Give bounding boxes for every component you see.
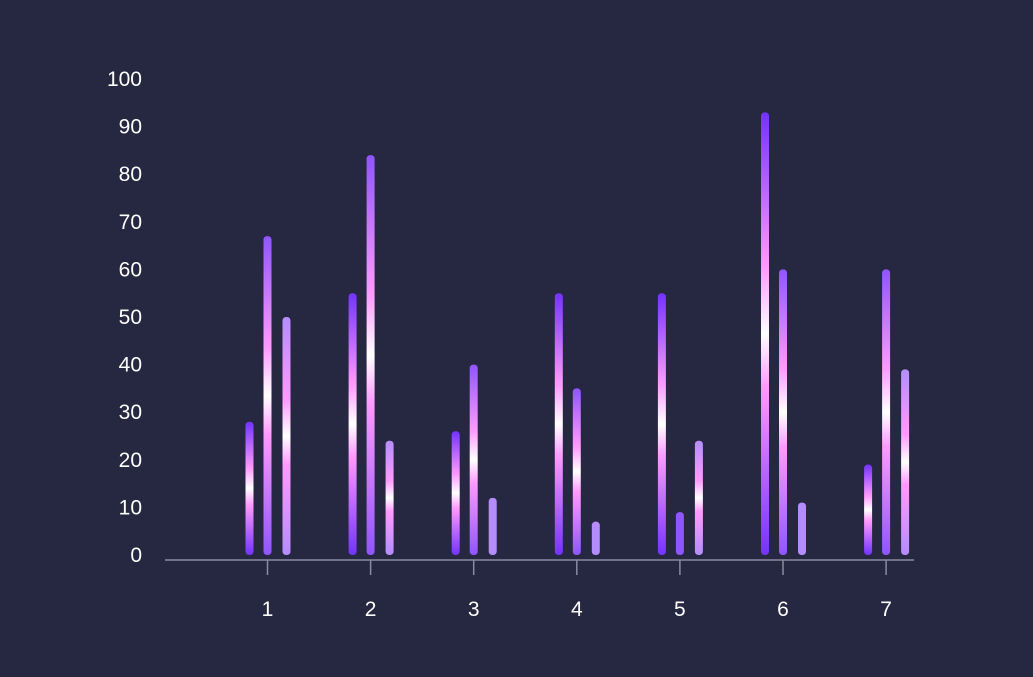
x-tick-label-6: 6: [777, 598, 789, 621]
x-tick-label-2: 2: [365, 598, 377, 621]
bar-cat6-s2: [779, 269, 787, 555]
x-axis-ticks: 1 2 3 4 5 6 7: [262, 560, 892, 621]
y-tick-label-60: 60: [119, 258, 142, 281]
x-tick-label-7: 7: [880, 598, 892, 621]
y-tick-label-40: 40: [119, 354, 142, 377]
y-tick-label-30: 30: [119, 401, 142, 424]
bar-cat2-s2: [366, 155, 375, 555]
bar-cat4-s3: [591, 521, 600, 555]
y-tick-label-80: 80: [119, 163, 142, 186]
bar-cat6-s3: [798, 502, 806, 555]
bar-cat2-s1: [348, 293, 357, 555]
x-tick-label-1: 1: [262, 598, 274, 621]
x-tick-label-5: 5: [674, 598, 686, 621]
y-tick-label-50: 50: [119, 306, 142, 329]
bar-cat7-s3: [901, 369, 910, 555]
bar-cat5-s3: [694, 440, 703, 555]
bar-cat5-s1: [657, 293, 666, 555]
bar-cat4-s2: [572, 388, 581, 555]
bar-cat3-s3: [488, 497, 497, 555]
y-tick-label-20: 20: [119, 449, 142, 472]
bar-cat6-s1: [761, 112, 769, 555]
bar-cat7-s1: [864, 464, 873, 555]
y-tick-label-10: 10: [119, 496, 142, 519]
bar-cat1-s3: [282, 317, 291, 555]
bars-group: [245, 112, 910, 555]
bar-cat1-s1: [245, 421, 254, 555]
x-tick-label-3: 3: [468, 598, 480, 621]
y-tick-label-100: 100: [107, 68, 142, 91]
y-axis-tick-labels: 0 10 20 30 40 50 60 70 80 90 100: [107, 68, 142, 567]
y-tick-label-0: 0: [130, 544, 142, 567]
bar-cat3-s1: [451, 431, 460, 555]
bar-cat7-s2: [882, 269, 891, 555]
bar-cat1-s2: [263, 236, 272, 555]
y-tick-label-70: 70: [119, 211, 142, 234]
bar-cat2-s3: [385, 440, 394, 555]
x-tick-label-4: 4: [571, 598, 583, 621]
bar-cat5-s2: [675, 512, 684, 555]
bar-cat3-s2: [469, 364, 478, 555]
bar-cat4-s1: [554, 293, 563, 555]
y-tick-label-90: 90: [119, 116, 142, 139]
